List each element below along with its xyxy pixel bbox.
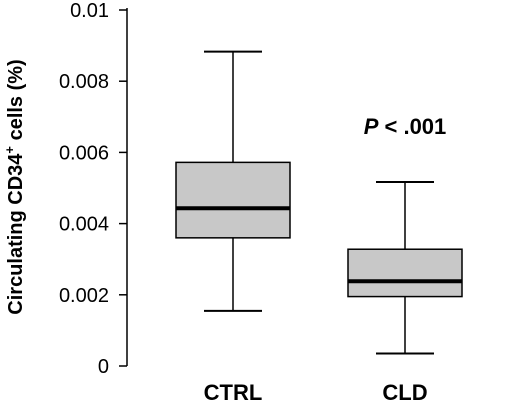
y-axis-title-superscript: + [2, 146, 17, 154]
iqr-box [347, 248, 463, 298]
y-tick-label: 0.006 [59, 142, 109, 164]
category-label-cld: CLD [382, 380, 427, 405]
y-axis-title: Circulating CD34+ cells (%) [2, 59, 27, 314]
box-cld [347, 180, 463, 355]
y-ticks: 0 0.002 0.004 0.006 0.008 0.01 [59, 0, 127, 378]
category-labels: CTRL CLD [204, 380, 428, 405]
y-tick-label: 0.01 [70, 0, 109, 22]
iqr-box [175, 161, 291, 239]
box-ctrl [175, 50, 291, 312]
y-tick-label: 0.008 [59, 71, 109, 93]
y-tick-label: 0 [98, 356, 109, 378]
y-tick-label: 0.002 [59, 285, 109, 307]
boxes [175, 50, 463, 355]
category-label-ctrl: CTRL [204, 380, 263, 405]
p-value-annotation: P < .001 [364, 114, 447, 139]
y-tick-label: 0.004 [59, 214, 109, 236]
